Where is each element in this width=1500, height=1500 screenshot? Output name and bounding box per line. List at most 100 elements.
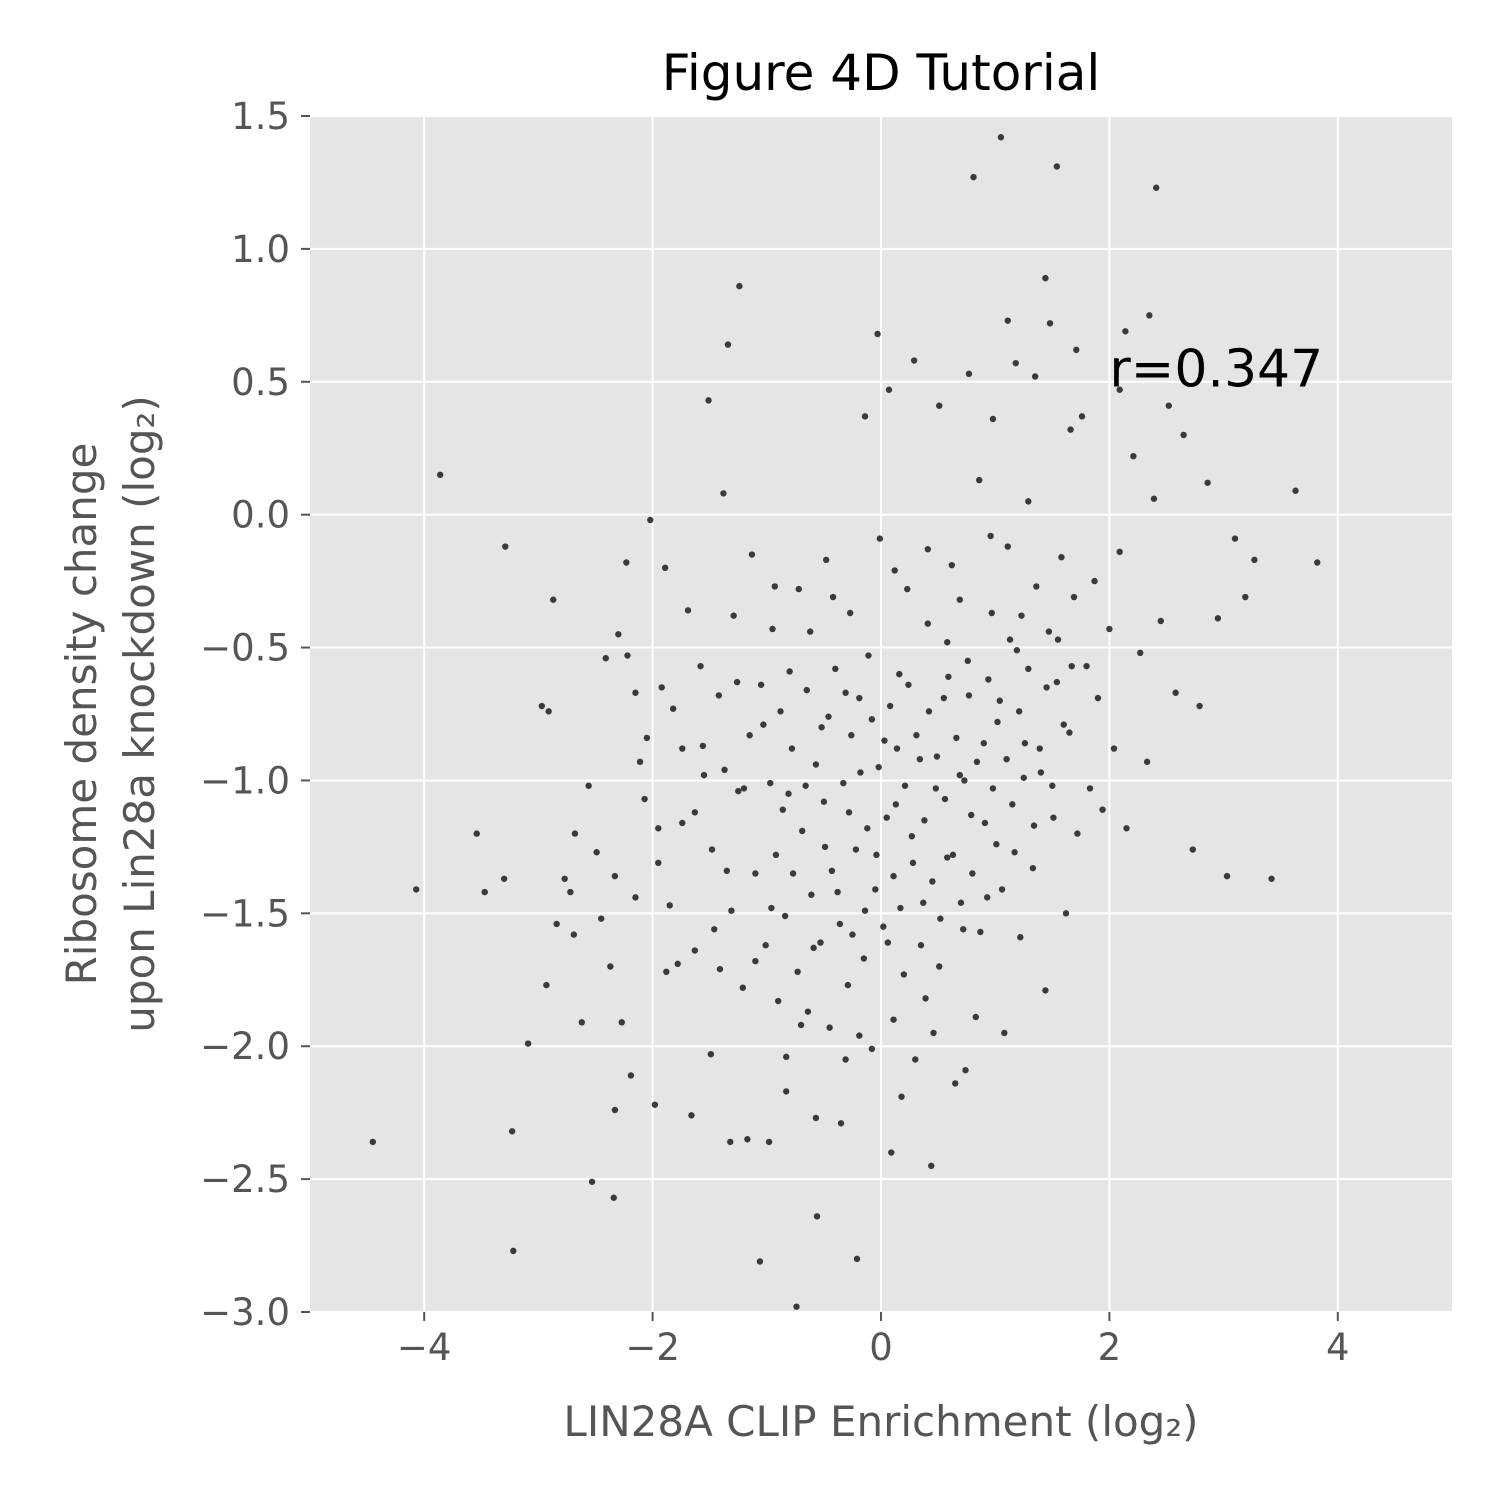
y-tick-label: 1.0 [231,228,290,271]
scatter-point [1042,274,1049,282]
scatter-point [762,942,769,949]
scatter-point [1123,825,1130,832]
scatter-point [881,737,888,744]
scatter-point [849,931,856,938]
scatter-point [655,825,662,832]
scatter-point [806,628,814,635]
scatter-point [904,585,911,593]
scatter-point [924,620,932,627]
scatter-point [948,561,956,569]
scatter-point [1053,678,1061,686]
scatter-point [868,716,876,723]
scatter-point [972,1013,979,1021]
scatter-point [836,920,844,928]
scatter-point [1062,910,1070,917]
scatter-point [1292,487,1299,494]
scatter-point [844,981,852,989]
scatter-point [803,686,810,694]
scatter-point [1153,184,1160,191]
scatter-point [772,851,780,859]
scatter-point [913,732,920,739]
y-tick-label: −3.0 [200,1291,290,1334]
scatter-point [893,745,901,752]
scatter-point [795,585,802,593]
scatter-point [588,1178,596,1185]
scatter-point [1094,694,1102,702]
scatter-point [1116,386,1123,393]
scatter-point [840,779,847,787]
scatter-point [842,689,849,696]
scatter-point [697,662,704,670]
scatter-point [826,1024,833,1031]
scatter-point [868,1045,876,1053]
scatter-point [1025,498,1032,505]
scatter-point [658,684,665,691]
scatter-point [880,923,887,930]
scatter-point [1083,662,1090,670]
scatter-point [936,402,943,409]
scatter-point [708,846,716,853]
scatter-point [744,1136,751,1143]
scatter-point [883,814,890,821]
scatter-point [998,886,1006,893]
scatter-point [1003,755,1010,763]
scatter-point [848,732,855,739]
scatter-point [1143,758,1151,766]
scatter-point [886,702,894,710]
x-tick-label: −4 [397,1326,452,1369]
scatter-point [767,779,774,787]
scatter-point [1122,328,1129,335]
scatter-point [1110,745,1118,752]
scatter-point [888,1149,895,1156]
scatter-point [988,609,995,617]
scatter-point [1004,543,1011,550]
scatter-point [952,1080,959,1087]
scatter-point [932,785,940,792]
scatter-point [1106,625,1113,633]
scatter-point [550,596,557,603]
scatter-point [996,697,1003,704]
scatter-point [876,535,884,542]
scatter-point [822,556,830,564]
scatter-point [875,763,882,771]
scatter-point [1018,612,1025,619]
scatter-point [916,755,924,763]
scatter-point [897,904,904,912]
scatter-point [1068,662,1075,670]
scatter-point [735,787,742,795]
scatter-point [928,1162,935,1170]
scatter-point [799,827,806,835]
scatter-point [924,546,932,553]
scatter-point [538,702,546,710]
scatter-point [553,920,560,928]
scatter-point [724,341,732,348]
scatter-point [1078,413,1086,420]
y-axis-label-group: Ribosome density change upon Lin28a knoc… [57,395,164,1033]
axis-ticks: −4 −2 0 2 4 −3.0 −2.5 −2.0 −1.5 −1.0 −0.5 0.0 0.5 1.0… [200,95,1349,1369]
scatter-point [909,859,917,867]
scatter-point [721,766,728,774]
scatter-point [965,370,973,378]
scatter-point [930,1029,937,1037]
scatter-point [1099,806,1106,813]
scatter-point [736,282,743,290]
scatter-point [910,357,918,364]
scatter-point [964,657,971,665]
scatter-point [922,995,929,1002]
scatter-point [965,692,973,699]
y-axis-label-line-1: Ribosome density change [57,443,106,986]
scatter-point [691,809,699,816]
scatter-point [949,851,957,859]
scatter-point [921,817,928,824]
scatter-point [1001,1029,1008,1037]
scatter-point [1180,431,1187,439]
scatter-point [925,708,933,715]
scatter-point [611,872,619,880]
scatter-point [1030,822,1038,829]
scatter-point [873,851,880,859]
scatter-point [825,713,832,720]
scatter-point [1058,553,1065,561]
scatter-point [740,785,748,792]
scatter-point [775,997,782,1005]
scatter-point [808,891,815,898]
